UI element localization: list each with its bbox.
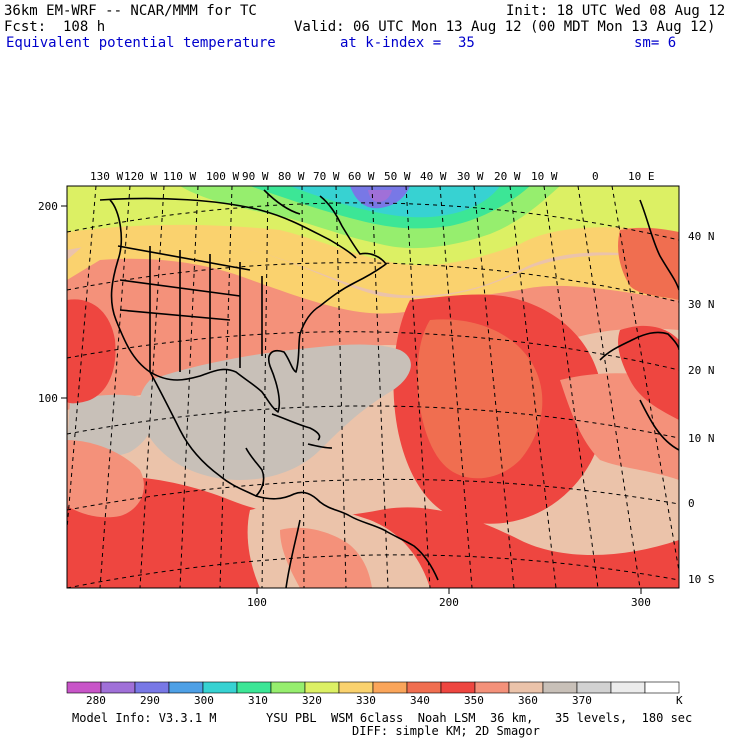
lon-label: 10 W	[531, 170, 558, 183]
lon-label: 120 W	[124, 170, 157, 183]
colorbar-label: 330	[356, 694, 376, 707]
model-title: 36km EM-WRF -- NCAR/MMM for TC	[4, 3, 257, 19]
valid-time: Valid: 06 UTC Mon 13 Aug 12 (00 MDT Mon …	[294, 19, 716, 35]
colorbar-swatch	[372, 681, 408, 694]
colorbar-swatch	[202, 681, 238, 694]
colorbar-swatch	[338, 681, 374, 694]
grid-x-label: 100	[247, 596, 267, 609]
model-info: Model Info: V3.3.1 M	[72, 711, 217, 725]
colorbar-label: 360	[518, 694, 538, 707]
colorbar-swatch	[644, 681, 680, 694]
level-info: at k-index = 35	[340, 35, 475, 51]
colorbar-swatch	[270, 681, 306, 694]
colorbar	[66, 681, 680, 694]
colorbar-label: 300	[194, 694, 214, 707]
lon-label: 10 E	[628, 170, 655, 183]
colorbar-swatch	[304, 681, 340, 694]
colorbar-label: 310	[248, 694, 268, 707]
lon-label: 110 W	[163, 170, 196, 183]
lat-label: 10 N	[688, 432, 715, 445]
colorbar-swatch	[236, 681, 272, 694]
lon-label: 130 W	[90, 170, 123, 183]
colorbar-swatch	[474, 681, 510, 694]
lon-label: 80 W	[278, 170, 305, 183]
lon-label: 70 W	[313, 170, 340, 183]
lon-label: 90 W	[242, 170, 269, 183]
colorbar-label: 370	[572, 694, 592, 707]
colorbar-swatch	[168, 681, 204, 694]
colorbar-label: 340	[410, 694, 430, 707]
lat-label: 10 S	[688, 573, 715, 586]
colorbar-label: 280	[86, 694, 106, 707]
field-name: Equivalent potential temperature	[6, 35, 276, 51]
lon-label: 30 W	[457, 170, 484, 183]
init-time: Init: 18 UTC Wed 08 Aug 12	[506, 3, 726, 19]
colorbar-swatch	[100, 681, 136, 694]
colorbar-swatch	[134, 681, 170, 694]
smoothing-info: sm= 6	[634, 35, 677, 51]
lat-label: 0	[688, 497, 695, 510]
colorbar-unit: K	[676, 694, 683, 707]
lon-label: 20 W	[494, 170, 521, 183]
lon-label: 100 W	[206, 170, 239, 183]
lon-label: 0	[592, 170, 599, 183]
forecast-hour: Fcst: 108 h	[4, 19, 106, 35]
diffusion-info: DIFF: simple KM; 2D Smagor	[352, 724, 540, 738]
map-frame	[66, 185, 680, 589]
grid-y-label: 200	[38, 200, 58, 213]
colorbar-swatch	[440, 681, 476, 694]
map-field	[67, 186, 679, 588]
physics-info: YSU PBL WSM 6class Noah LSM 36 km, 35 le…	[266, 711, 693, 725]
lat-label: 20 N	[688, 364, 715, 377]
colorbar-label: 290	[140, 694, 160, 707]
colorbar-swatch	[576, 681, 612, 694]
colorbar-swatch	[610, 681, 646, 694]
grid-ticks	[61, 205, 642, 594]
lat-label: 40 N	[688, 230, 715, 243]
lat-labels: 40 N 30 N 20 N 10 N 0 10 S	[688, 230, 715, 586]
lon-labels: 130 W 120 W 110 W 100 W 90 W 80 W 70 W 6…	[90, 170, 655, 183]
colorbar-swatch	[66, 681, 102, 694]
lon-label: 50 W	[384, 170, 411, 183]
colorbar-labels: 280 290 300 310 320 330 340 350 360 370 …	[86, 694, 683, 707]
colorbar-swatch	[406, 681, 442, 694]
lon-label: 40 W	[420, 170, 447, 183]
grid-x-label: 200	[439, 596, 459, 609]
lat-label: 30 N	[688, 298, 715, 311]
coastlines	[99, 189, 679, 588]
colorbar-swatch	[508, 681, 544, 694]
grid-x-label: 300	[631, 596, 651, 609]
colorbar-label: 350	[464, 694, 484, 707]
colorbar-swatch	[542, 681, 578, 694]
grid-index-labels: 200 100 100 200 300	[38, 200, 651, 609]
lon-label: 60 W	[348, 170, 375, 183]
grid-y-label: 100	[38, 392, 58, 405]
colorbar-label: 320	[302, 694, 322, 707]
